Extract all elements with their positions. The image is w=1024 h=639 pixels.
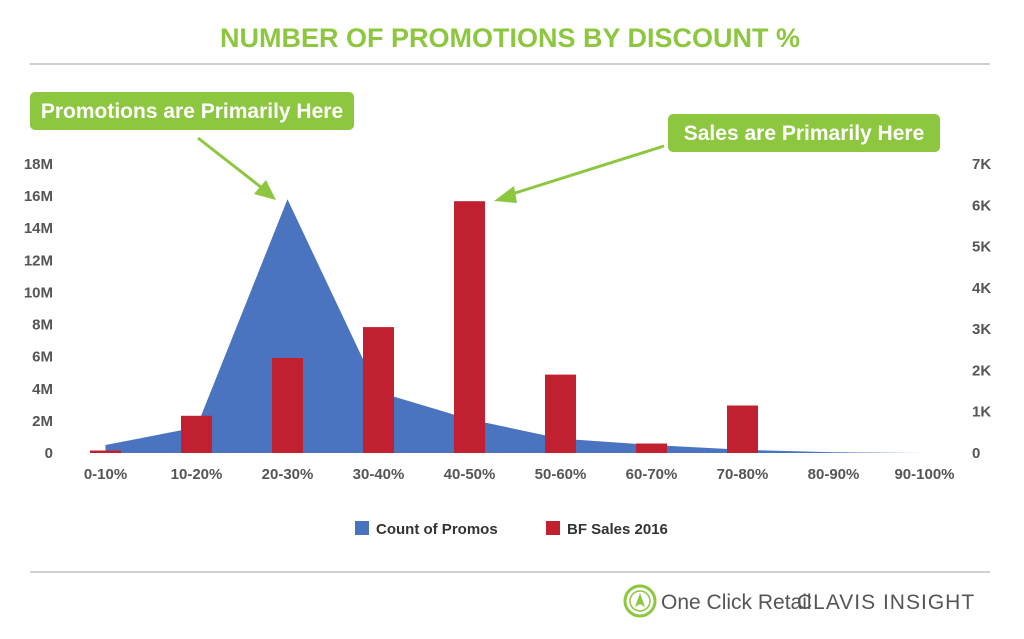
y-left-tick-label: 10M [24,284,53,301]
callout-promotions-arrow [197,136,263,190]
callout-promotions-box [30,92,354,130]
y-right-tick-label: 5K [972,239,991,256]
y-right-tick-label: 0 [972,445,980,462]
x-tick-label: 70-80% [717,466,769,483]
logo-clavis-insight-text: CLAVIS INSIGHT [797,591,975,614]
bar-bf-sales-10-20pct [181,415,212,453]
legend-label-promos: Count of Promos [376,521,498,538]
logo-one-click-retail: One Click Retail [623,584,812,618]
y-left-tick-label: 8M [32,317,53,334]
y-right-tick-label: 1K [972,404,991,421]
plot-area: 0 2M 4M 6M 8M 10M 12M 14M 16M 18M 0 1K 2K 3K 4K 5K 6K 7K 0… [24,156,992,483]
logo-ring-icon [623,584,657,618]
y-right-tick-label: 4K [972,280,991,297]
y-right-tick-label: 2K [972,362,991,379]
legend-swatch-promos [355,521,369,535]
y-left-tick-label: 0 [45,445,53,462]
y-right-tick-label: 7K [972,156,991,173]
x-tick-label: 90-100% [894,466,954,483]
logo-inner-ring-icon [629,590,651,612]
legend-label-sales: BF Sales 2016 [567,521,668,538]
y-left-tick-label: 12M [24,252,53,269]
x-tick-label: 60-70% [626,466,678,483]
y-right-tick-label: 3K [972,321,991,338]
bar-bf-sales-70-80pct [727,405,758,453]
bar-bf-sales-60-70pct [636,443,667,453]
x-tick-label: 50-60% [535,466,587,483]
callout-sales-arrowhead [494,186,517,203]
bar-bf-sales-40-50pct [454,201,485,453]
x-tick-label: 30-40% [353,466,405,483]
x-tick-label: 80-90% [808,466,860,483]
y-right-tick-label: 6K [972,197,991,214]
x-tick-label: 20-30% [262,466,314,483]
chart-title: NUMBER OF PROMOTIONS BY DISCOUNT % [220,23,800,53]
area-count-of-promos [105,199,925,453]
bar-bf-sales-0-10pct [90,450,121,453]
callout-promotions: Promotions are Primarily Here [30,92,354,200]
bar-bf-sales-20-30pct [272,358,303,453]
callout-sales-box [668,114,940,152]
y-left-tick-label: 16M [24,188,53,205]
logo-arrow-icon [635,593,645,607]
y-left-tick-label: 2M [32,413,53,430]
y-left-tick-label: 6M [32,349,53,366]
callout-sales: Sales are Primarily Here [494,114,940,203]
legend-swatch-sales [546,521,560,535]
logo-one-click-retail-text: One Click Retail [661,591,812,614]
x-tick-label: 40-50% [444,466,496,483]
callout-promotions-arrowhead [254,180,276,200]
legend: Count of Promos BF Sales 2016 [355,521,668,538]
x-tick-label: 10-20% [171,466,223,483]
callout-promotions-text: Promotions are Primarily Here [41,100,343,123]
bar-bf-sales-30-40pct [363,327,394,453]
y-left-tick-label: 4M [32,381,53,398]
y-left-tick-label: 18M [24,156,53,173]
bar-bf-sales-50-60pct [545,374,576,453]
y-left-tick-label: 14M [24,220,53,237]
callout-sales-arrow [511,144,665,196]
callout-sales-text: Sales are Primarily Here [684,122,925,145]
x-tick-label: 0-10% [84,466,127,483]
